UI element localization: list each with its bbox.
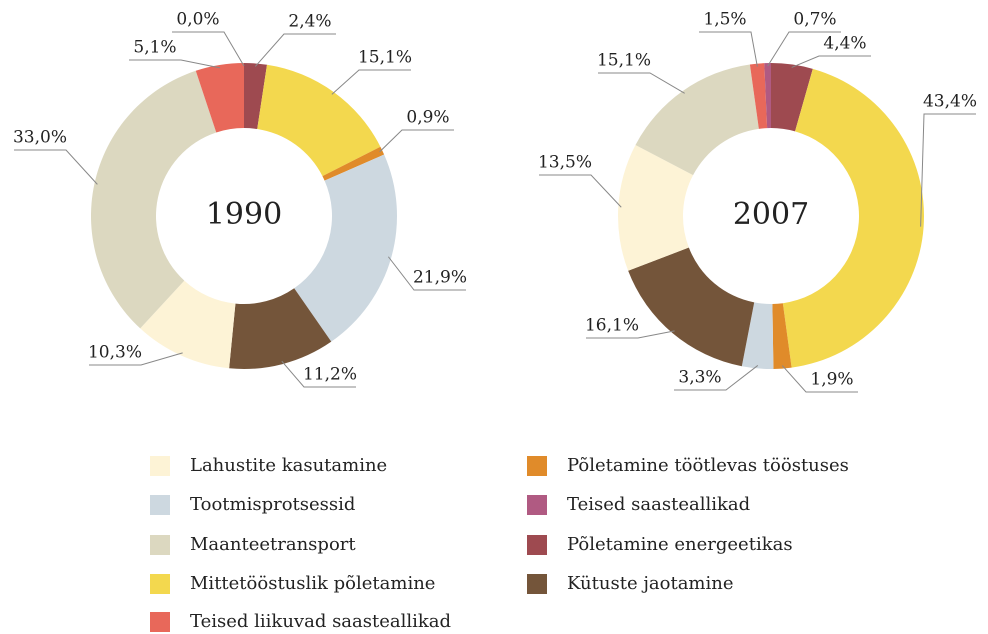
chart-title: 2007 <box>733 197 809 232</box>
donut-slice <box>195 63 244 133</box>
donut-slice <box>322 146 385 181</box>
legend-swatch <box>150 612 170 632</box>
data-label: 15,1% <box>358 48 412 68</box>
data-label: 11,2% <box>303 365 357 385</box>
donut-slice <box>771 63 813 132</box>
leader-line <box>331 69 411 95</box>
leader-line <box>387 256 466 291</box>
data-label: 1,5% <box>703 10 746 30</box>
legend-swatch <box>150 574 170 594</box>
donut-slice <box>628 247 755 367</box>
data-label: 43,4% <box>923 92 977 112</box>
legend-swatch <box>527 495 547 515</box>
legend-swatch <box>527 535 547 555</box>
data-label: 2,4% <box>288 12 331 32</box>
leader-line <box>767 31 841 67</box>
legend-label: Teised liikuvad saasteallikad <box>190 611 451 632</box>
legend-label: Teised saasteallikad <box>567 494 750 515</box>
donut-slice <box>749 63 768 129</box>
legend-swatch <box>527 574 547 594</box>
donut-slice <box>741 302 774 369</box>
legend-swatch <box>150 535 170 555</box>
legend-label: Kütuste jaotamine <box>567 573 734 594</box>
chart-title: 1990 <box>206 197 282 232</box>
donut-slice <box>244 63 268 130</box>
leader-line <box>699 31 758 67</box>
leader-line <box>14 149 98 185</box>
data-label: 4,4% <box>823 34 866 54</box>
donut-slice <box>229 288 332 369</box>
leader-line <box>281 360 356 388</box>
legend-swatch <box>150 456 170 476</box>
donut-slice <box>635 64 759 176</box>
leader-line <box>539 174 622 208</box>
legend-swatch <box>527 456 547 476</box>
legend-label: Lahustite kasutamine <box>190 455 387 476</box>
data-label: 5,1% <box>133 38 176 58</box>
data-label: 0,7% <box>793 10 836 30</box>
leader-line <box>254 33 336 67</box>
donut-slice <box>91 70 217 329</box>
leader-line <box>89 352 183 366</box>
leader-line <box>781 365 858 393</box>
data-label: 0,0% <box>176 10 219 30</box>
leader-line <box>598 72 685 94</box>
data-label: 13,5% <box>538 153 592 173</box>
data-label: 3,3% <box>678 368 721 388</box>
donut-slice <box>257 64 381 177</box>
leader-line <box>379 129 454 153</box>
donut-slice <box>140 280 236 369</box>
leader-line <box>791 55 871 68</box>
leader-line <box>172 31 245 67</box>
data-label: 16,1% <box>585 316 639 336</box>
data-label: 21,9% <box>413 268 467 288</box>
donut-slice <box>782 68 924 368</box>
donut-slice <box>764 63 771 129</box>
leader-line <box>129 59 221 69</box>
legend-label: Mittetööstuslik põletamine <box>190 573 435 594</box>
data-label: 33,0% <box>13 128 67 148</box>
legend-label: Tootmisprotsessid <box>190 494 355 515</box>
leader-line <box>674 365 759 391</box>
legend-label: Põletamine energeetikas <box>567 534 793 555</box>
data-label: 15,1% <box>597 51 651 71</box>
data-label: 1,9% <box>810 370 853 390</box>
legend-swatch <box>150 495 170 515</box>
donut-slice <box>618 144 694 271</box>
legend-label: Põletamine töötlevas tööstuses <box>567 455 849 476</box>
donut-slice <box>294 154 397 342</box>
leader-line <box>920 113 976 227</box>
data-label: 10,3% <box>88 343 142 363</box>
leader-line <box>586 330 675 339</box>
donut-slice <box>772 303 792 369</box>
data-label: 0,9% <box>406 108 449 128</box>
legend-label: Maanteetransport <box>190 534 356 555</box>
